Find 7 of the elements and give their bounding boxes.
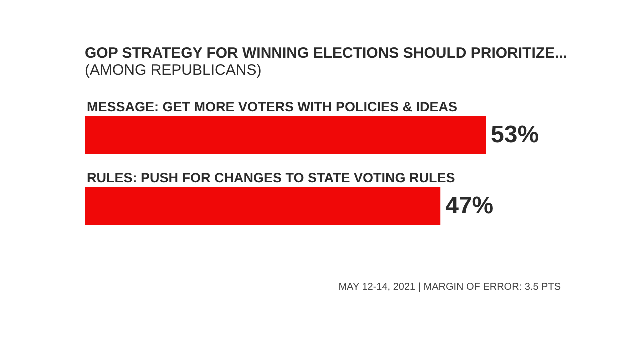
chart-title: GOP STRATEGY FOR WINNING ELECTIONS SHOULD PRIORITIZE... (85, 45, 568, 62)
data-label: 47% (446, 192, 494, 220)
y-tick-label: MESSAGE: GET MORE VOTERS WITH POLICIES & IDEAS (87, 100, 458, 114)
text: MAY 12-14, 2021 | MARGIN OF ERROR: 3.5 PTS (338, 282, 562, 293)
data-label: 53% (491, 122, 540, 148)
chart-subtitle: (AMONG REPUBLICANS) (85, 62, 262, 79)
y-tick-label: RULES: PUSH FOR CHANGES TO STATE VOTING RULES (87, 170, 456, 186)
